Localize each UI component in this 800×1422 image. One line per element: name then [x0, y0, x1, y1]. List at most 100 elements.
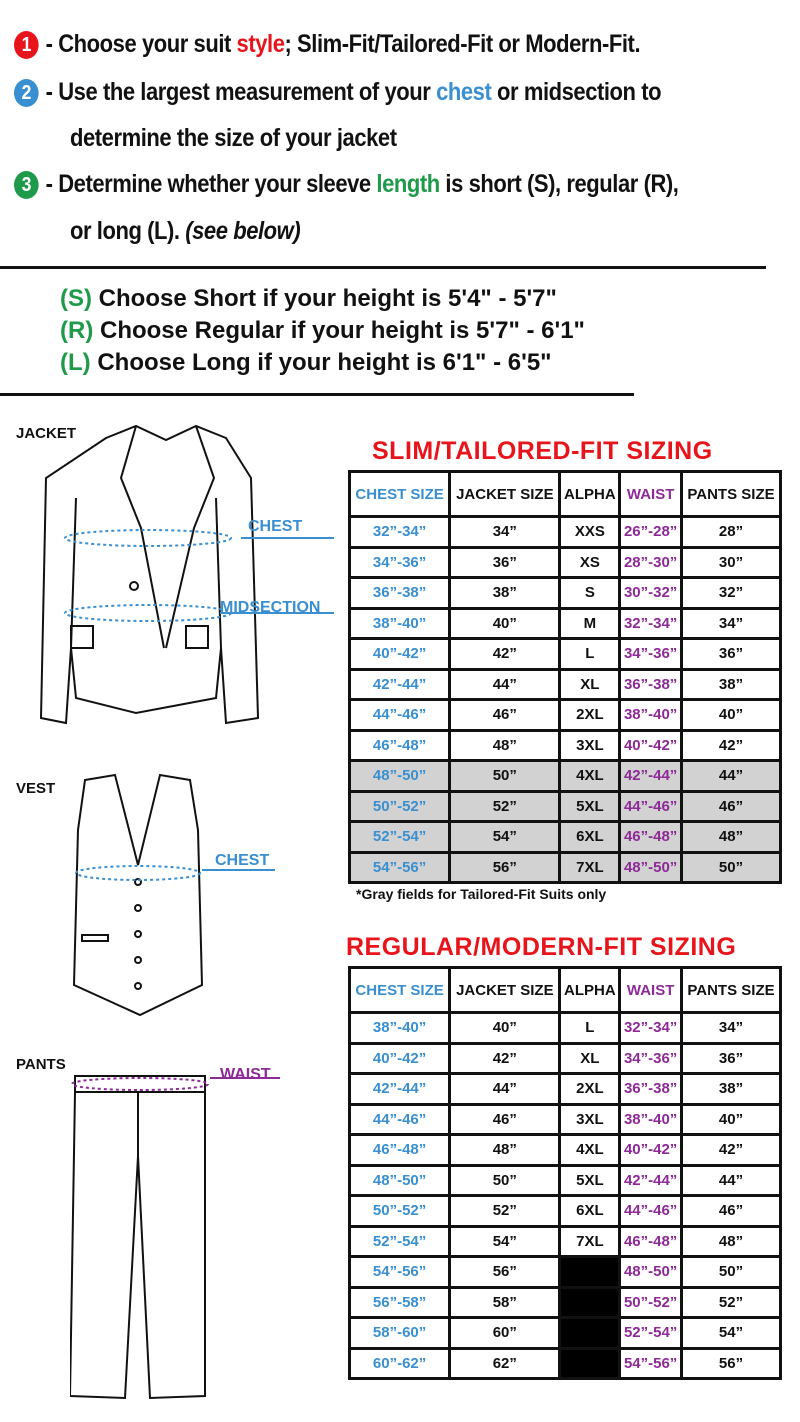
table-row: 50”-52” 52” 6XL 44”-46” 46”	[351, 1197, 779, 1225]
table-cell: 44”-46”	[351, 1105, 449, 1133]
table-cell: 50”-52”	[351, 1197, 449, 1225]
height-regular: (R) Choose Regular if your height is 5'7…	[60, 317, 585, 345]
table-cell: 34”	[451, 518, 559, 546]
table-cell: 46”	[682, 792, 779, 820]
table-cell: 2XL	[561, 701, 619, 729]
table-cell: 56”-58”	[351, 1288, 449, 1316]
table-cell: 50”	[682, 1258, 779, 1286]
table-cell: XS	[561, 548, 619, 576]
table-cell: 30”	[682, 548, 779, 576]
column-header: PANTS SIZE	[682, 473, 779, 515]
table-cell	[561, 1349, 619, 1377]
table-cell: 42”-44”	[621, 762, 680, 790]
table-cell: 54”-56”	[351, 853, 449, 881]
table-row: 46”-48” 48” 3XL 40”-42” 42”	[351, 731, 779, 759]
column-header: ALPHA	[561, 969, 619, 1011]
column-header: ALPHA	[561, 473, 619, 515]
table-cell: 48”-50”	[621, 1258, 680, 1286]
table-cell: 48”-50”	[351, 762, 449, 790]
table-cell: 36”	[682, 1044, 779, 1072]
table-row: 52”-54” 54” 6XL 46”-48” 48”	[351, 823, 779, 851]
step-text: is short (S), regular (R),	[439, 170, 679, 198]
table-row: 50”-52” 52” 5XL 44”-46” 46”	[351, 792, 779, 820]
step-text: - Choose your suit	[45, 30, 237, 58]
table-cell: 58”	[451, 1288, 559, 1316]
table-row: 44”-46” 46” 2XL 38”-40” 40”	[351, 701, 779, 729]
step-text: ; Slim-Fit/Tailored-Fit or Modern-Fit.	[284, 30, 641, 58]
step-3: 3- Determine whether your sleeve length …	[14, 170, 679, 200]
table-cell: 38”-40”	[621, 1105, 680, 1133]
table-cell: 52”	[682, 1288, 779, 1316]
regular-fit-table: CHEST SIZE JACKET SIZE ALPHA WAIST PANTS SIZ…	[348, 966, 782, 1380]
step-highlight: style	[236, 30, 285, 58]
table-cell: 56”	[451, 853, 559, 881]
divider	[0, 393, 634, 396]
table-cell: 46”-48”	[351, 731, 449, 759]
table-cell: L	[561, 1014, 619, 1042]
table-cell: 58”-60”	[351, 1319, 449, 1347]
table-cell: 44”	[682, 762, 779, 790]
table-row: 48”-50” 50” 4XL 42”-44” 44”	[351, 762, 779, 790]
table-cell: 42”-44”	[351, 670, 449, 698]
step-number-3: 3	[14, 171, 39, 200]
table-cell: 46”	[682, 1197, 779, 1225]
table-cell: 50”	[682, 853, 779, 881]
table-cell: 50”	[451, 762, 559, 790]
step-text: - Use the largest measurement of your	[45, 78, 437, 106]
table-row: 42”-44” 44” 2XL 36”-38” 38”	[351, 1075, 779, 1103]
step-3-line2: or long (L). (see below)	[70, 217, 301, 246]
table-cell: 46”	[451, 701, 559, 729]
jacket-label: JACKET	[16, 425, 77, 442]
table-cell: 36”-38”	[621, 1075, 680, 1103]
height-text: Choose Short if your height is 5'4" - 5'…	[92, 285, 557, 312]
size-code: (S)	[60, 285, 92, 312]
table-cell: 50”	[451, 1166, 559, 1194]
slim-fit-title: SLIM/TAILORED-FIT SIZING	[372, 437, 713, 465]
size-code: (R)	[60, 317, 94, 344]
height-text: Choose Regular if your height is 5'7" - …	[93, 317, 585, 344]
height-short: (S) Choose Short if your height is 5'4" …	[60, 285, 557, 313]
column-header: CHEST SIZE	[351, 969, 449, 1011]
header-row: CHEST SIZE JACKET SIZE ALPHA WAIST PANTS SIZ…	[351, 969, 779, 1011]
table-cell: 50”-52”	[621, 1288, 680, 1316]
table-cell: XL	[561, 670, 619, 698]
table-cell: 46”-48”	[351, 1136, 449, 1164]
column-header: WAIST	[621, 969, 680, 1011]
table-cell: 48”-50”	[621, 853, 680, 881]
table-cell: 3XL	[561, 1105, 619, 1133]
table-cell: 56”	[682, 1349, 779, 1377]
table-cell: 56”	[451, 1258, 559, 1286]
column-header: PANTS SIZE	[682, 969, 779, 1011]
table-row: 34”-36” 36” XS 28”-30” 30”	[351, 548, 779, 576]
table-cell: 34”-36”	[621, 640, 680, 668]
table-cell: 40”	[682, 1105, 779, 1133]
table-row: 48”-50” 50” 5XL 42”-44” 44”	[351, 1166, 779, 1194]
table-cell: 60”	[451, 1319, 559, 1347]
table-cell: S	[561, 579, 619, 607]
table-row: 42”-44” 44” XL 36”-38” 38”	[351, 670, 779, 698]
table-row: 40”-42” 42” XL 34”-36” 36”	[351, 1044, 779, 1072]
vest-label: VEST	[16, 780, 56, 797]
table-cell: 6XL	[561, 823, 619, 851]
divider	[0, 266, 766, 269]
table-cell: 38”	[682, 670, 779, 698]
table-cell: 52”-54”	[351, 1227, 449, 1255]
table-cell: 42”	[682, 1136, 779, 1164]
table-cell: 32”-34”	[351, 518, 449, 546]
table-cell: 62”	[451, 1349, 559, 1377]
table-cell: 38”-40”	[351, 1014, 449, 1042]
table-row: 32”-34” 34” XXS 26”-28” 28”	[351, 518, 779, 546]
table-cell: 44”	[451, 1075, 559, 1103]
table-cell: 48”	[682, 823, 779, 851]
table-cell: 50”-52”	[351, 792, 449, 820]
table-cell: 44”	[682, 1166, 779, 1194]
table-cell: 42”-44”	[621, 1166, 680, 1194]
table-cell: XXS	[561, 518, 619, 546]
table-row: 40”-42” 42” L 34”-36” 36”	[351, 640, 779, 668]
step-text: or midsection to	[491, 78, 662, 106]
table-row: 58”-60” 60” 52”-54” 54”	[351, 1319, 779, 1347]
table-cell: 48”	[682, 1227, 779, 1255]
table-cell: 40”-42”	[621, 731, 680, 759]
table-cell: 2XL	[561, 1075, 619, 1103]
table-cell: 46”-48”	[621, 1227, 680, 1255]
